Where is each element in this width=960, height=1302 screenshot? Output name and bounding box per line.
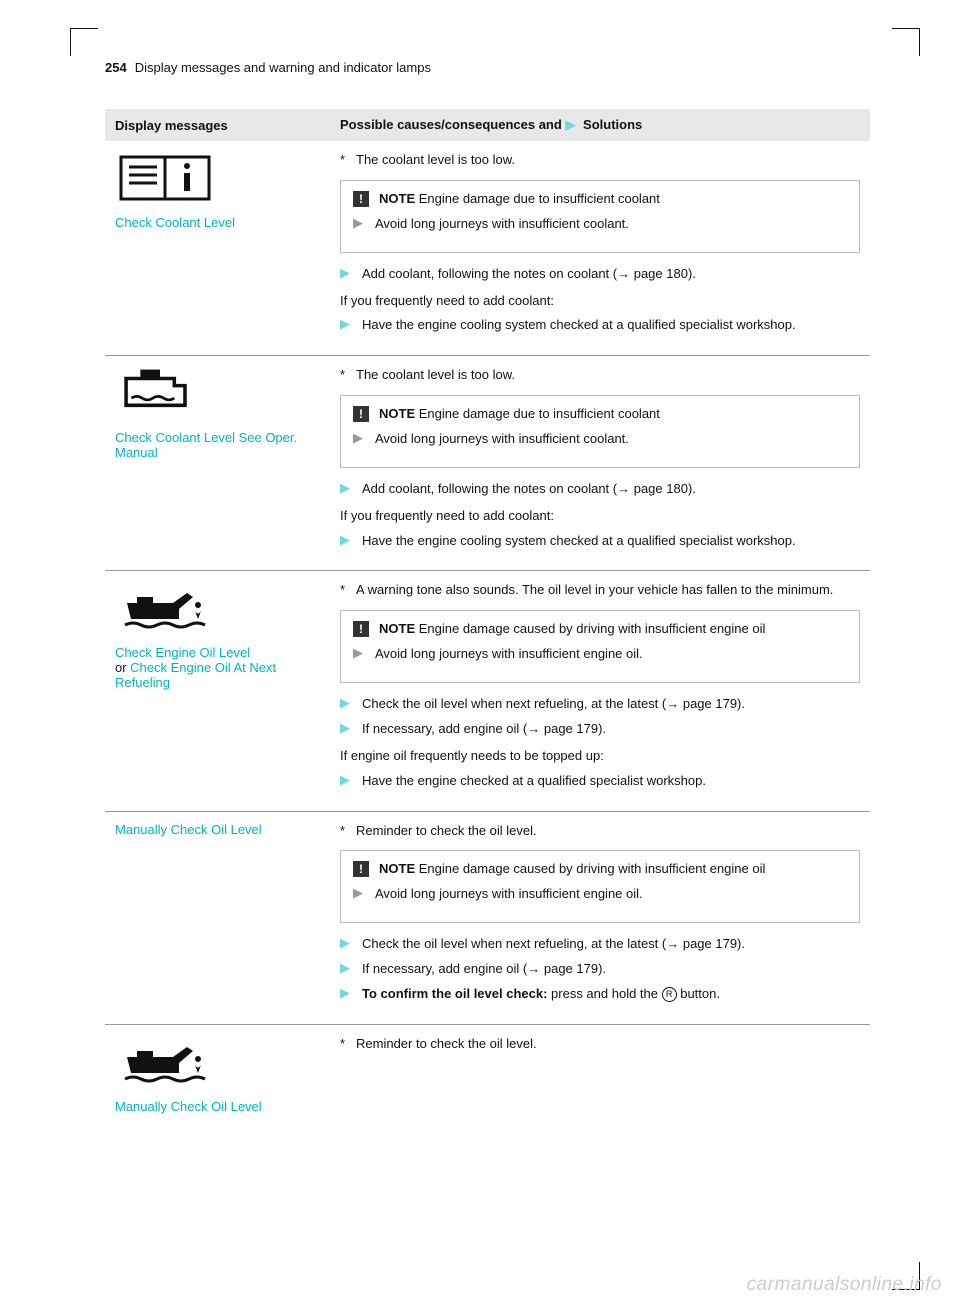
messages-table: Display messages Possible causes/consequ… [105,109,870,1128]
note-title: NOTE [379,191,415,206]
action-text: Check the oil level when next refueling,… [362,695,860,714]
crop-mark-tr [892,28,920,56]
col-header-causes: Possible causes/consequences and ▶ Solut… [330,109,870,141]
table-row: Check Engine Oil Level or Check Engine O… [105,571,870,811]
table-row: Check Coolant Level See Oper. Manual * Th… [105,356,870,571]
note-text: Engine damage caused by driving with ins… [415,861,765,876]
triangle-gray-icon: ▶ [353,430,367,446]
note-box: ! NOTE Engine damage due to insufficient … [340,395,860,468]
triangle-teal-icon: ▶ [340,960,354,976]
page-header: 254 Display messages and warning and indi… [105,60,870,75]
asterisk-icon: * [340,366,350,385]
triangle-icon: ▶ [565,117,579,133]
triangle-teal-icon: ▶ [340,316,354,332]
action-text: Have the engine checked at a qualified s… [362,772,860,791]
triangle-teal-icon: ▶ [340,532,354,548]
triangle-teal-icon: ▶ [340,935,354,951]
exclamation-icon: ! [353,861,369,877]
note-box: ! NOTE Engine damage caused by driving wi… [340,850,860,923]
note-action: Avoid long journeys with insufficient en… [375,885,847,904]
coolant-icon [115,366,215,422]
triangle-teal-icon: ▶ [340,480,354,496]
message-link[interactable]: Check Coolant Level See Oper. Manual [115,430,320,460]
message-link-group: Check Engine Oil Level or Check Engine O… [115,645,320,690]
note-title: NOTE [379,621,415,636]
cause-text: The coolant level is too low. [356,366,860,385]
note-title: NOTE [379,406,415,421]
note-action: Avoid long journeys with insufficient co… [375,430,847,449]
action-text: Have the engine cooling system checked a… [362,532,860,551]
note-text: Engine damage caused by driving with ins… [415,621,765,636]
page: 254 Display messages and warning and indi… [0,0,960,1302]
message-link[interactable]: Check Engine Oil At Next Refueling [115,660,276,690]
note-text: Engine damage due to insufficient coolan… [415,406,660,421]
triangle-teal-icon: ▶ [340,985,354,1001]
asterisk-icon: * [340,151,350,170]
action-text: If necessary, add engine oil (→ page 179… [362,960,860,979]
action-text: Add coolant, following the notes on cool… [362,265,860,284]
r-button-icon: R [662,987,677,1002]
exclamation-icon: ! [353,191,369,207]
paragraph: If you frequently need to add coolant: [340,292,860,311]
triangle-teal-icon: ▶ [340,695,354,711]
exclamation-icon: ! [353,621,369,637]
table-row: Check Coolant Level * The coolant level i… [105,141,870,356]
action-text: If necessary, add engine oil (→ page 179… [362,720,860,739]
crop-mark-tl [70,28,98,56]
oil-icon [115,1035,215,1091]
action-text: To confirm the oil level check: press an… [362,985,860,1004]
cause-text: A warning tone also sounds. The oil leve… [356,581,860,600]
cause-text: The coolant level is too low. [356,151,860,170]
table-row: Manually Check Oil Level * Reminder to ch… [105,811,870,1024]
paragraph: If you frequently need to add coolant: [340,507,860,526]
action-text: Add coolant, following the notes on cool… [362,480,860,499]
asterisk-icon: * [340,822,350,841]
page-number: 254 [105,60,127,75]
note-box: ! NOTE Engine damage due to insufficient … [340,180,860,253]
triangle-gray-icon: ▶ [353,885,367,901]
watermark: carmanualsonline.info [747,1274,942,1296]
note-text: Engine damage due to insufficient coolan… [415,191,660,206]
message-link[interactable]: Check Coolant Level [115,215,320,230]
message-link[interactable]: Manually Check Oil Level [115,822,320,837]
note-action: Avoid long journeys with insufficient co… [375,215,847,234]
message-link[interactable]: Check Engine Oil Level [115,645,250,660]
message-link[interactable]: Manually Check Oil Level [115,1099,320,1114]
exclamation-icon: ! [353,406,369,422]
triangle-teal-icon: ▶ [340,720,354,736]
asterisk-icon: * [340,1035,350,1054]
manual-info-icon [115,151,215,207]
page-title: Display messages and warning and indicat… [135,60,431,75]
triangle-teal-icon: ▶ [340,772,354,788]
cause-text: Reminder to check the oil level. [356,822,860,841]
action-text: Check the oil level when next refueling,… [362,935,860,954]
cause-text: Reminder to check the oil level. [356,1035,860,1054]
triangle-teal-icon: ▶ [340,265,354,281]
note-title: NOTE [379,861,415,876]
triangle-gray-icon: ▶ [353,645,367,661]
paragraph: If engine oil frequently needs to be top… [340,747,860,766]
oil-icon [115,581,215,637]
text-or: or [115,660,130,675]
asterisk-icon: * [340,581,350,600]
action-text: Have the engine cooling system checked a… [362,316,860,335]
triangle-gray-icon: ▶ [353,215,367,231]
table-row: Manually Check Oil Level * Reminder to ch… [105,1024,870,1128]
note-action: Avoid long journeys with insufficient en… [375,645,847,664]
col-header-display: Display messages [105,109,330,141]
note-box: ! NOTE Engine damage caused by driving wi… [340,610,860,683]
